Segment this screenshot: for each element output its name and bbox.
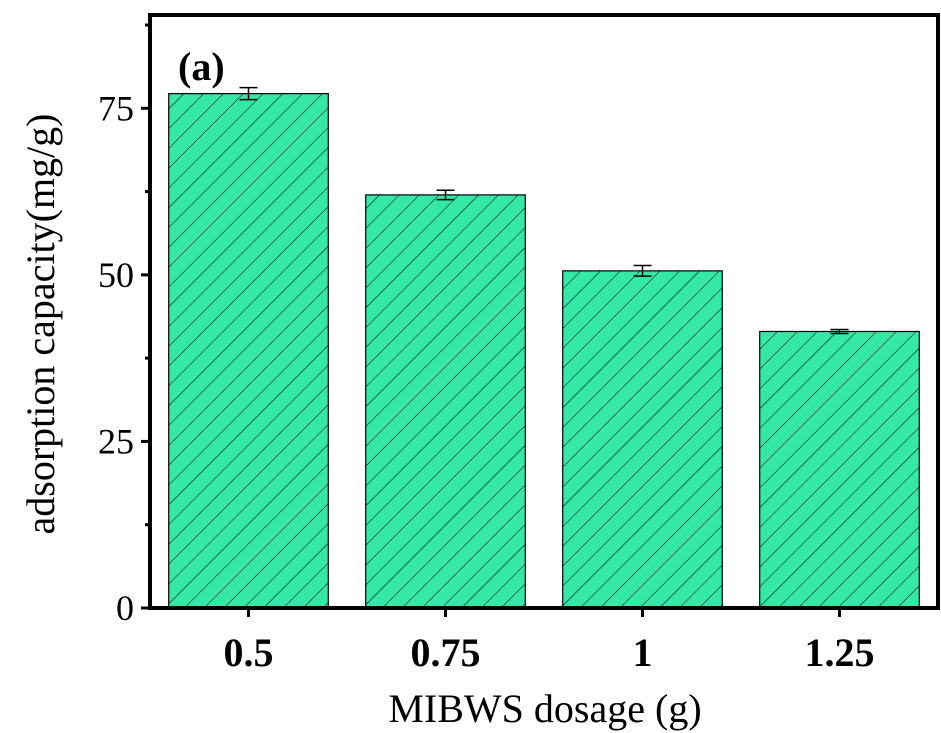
bar-hatch xyxy=(562,270,723,609)
axes-layer: 0.5 0.75 1 1.25 0 25 50 75 xyxy=(98,13,940,675)
x-axis-title: MIBWS dosage (g) xyxy=(388,686,701,731)
panel-label: (a) xyxy=(178,44,225,89)
y-tick-label: 50 xyxy=(98,255,134,295)
y-axis-title: adsorption capacity(mg/g) xyxy=(18,114,63,535)
x-tick-label: 1.25 xyxy=(805,630,875,675)
bar-hatch xyxy=(168,93,329,609)
y-tick-label: 0 xyxy=(116,588,134,628)
x-tick-label: 0.5 xyxy=(224,630,274,675)
x-tick-label: 1 xyxy=(633,630,653,675)
plot-frame xyxy=(148,13,940,610)
bars-layer xyxy=(168,86,920,609)
x-tick-label: 0.75 xyxy=(411,630,481,675)
y-tick-label: 25 xyxy=(98,421,134,461)
y-tick-label: 75 xyxy=(98,88,134,128)
bar-hatch xyxy=(365,194,526,609)
bar-hatch xyxy=(759,330,920,609)
